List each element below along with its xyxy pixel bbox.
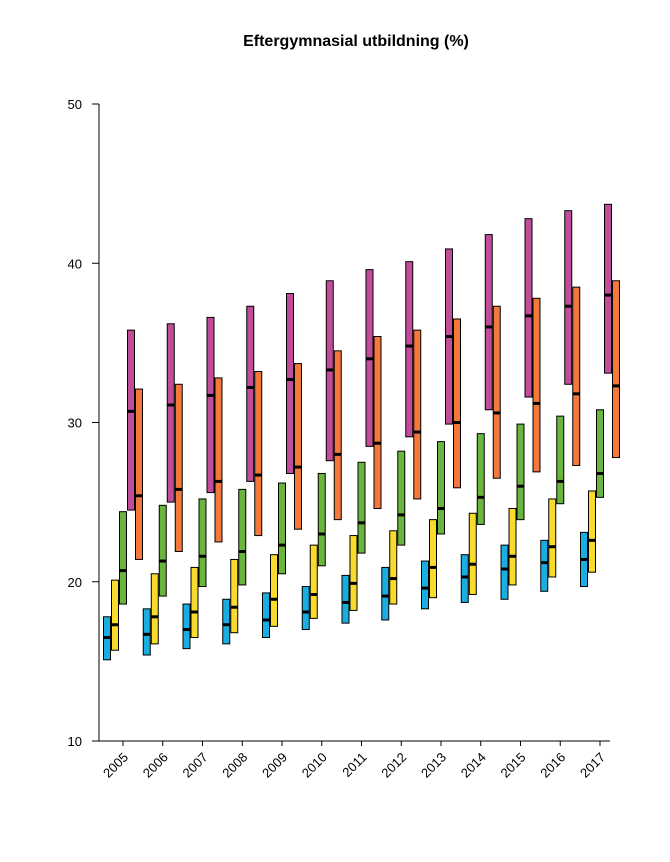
range-bar (421, 560, 429, 610)
range-bar (119, 511, 127, 605)
range-bar (333, 350, 342, 521)
range-bar (214, 377, 223, 543)
range-bar (373, 336, 382, 509)
range-bar (516, 423, 525, 521)
range-bar (413, 329, 422, 500)
range-bar (142, 608, 151, 656)
range-bar (604, 203, 612, 374)
range-bar (468, 512, 477, 595)
range-bar (596, 409, 604, 498)
y-tick-label: 30 (68, 416, 82, 431)
range-bar (286, 293, 294, 474)
y-tick-label: 10 (68, 734, 82, 749)
range-bar (135, 388, 143, 560)
x-tick-label: 2010 (299, 750, 330, 781)
range-bar (238, 488, 247, 586)
range-bar (476, 433, 485, 525)
range-bar (437, 441, 445, 535)
y-tick-label: 40 (68, 256, 82, 271)
range-bar (532, 297, 541, 473)
x-tick-label: 2011 (339, 750, 369, 780)
range-bar (150, 573, 159, 645)
range-bar (309, 544, 318, 619)
range-bar (206, 316, 215, 494)
range-bar (588, 490, 596, 573)
x-tick-label: 2014 (458, 750, 489, 781)
range-bar (524, 218, 533, 398)
y-tick-label: 50 (68, 97, 82, 112)
range-bar (262, 592, 270, 638)
x-ticks: 2005 2006 2007 2008 2009 2010 2011 2012 2013 2014… (100, 741, 608, 781)
range-bar (294, 363, 302, 530)
range-bar (254, 371, 263, 537)
range-bar (564, 210, 573, 385)
range-bar (453, 318, 461, 489)
range-bar (357, 461, 366, 554)
x-tick-label: 2015 (498, 750, 529, 781)
range-bar (111, 579, 119, 651)
range-bar (349, 535, 358, 611)
range-bar (198, 498, 207, 588)
x-tick-label: 2007 (180, 750, 211, 781)
x-tick-label: 2008 (219, 750, 250, 781)
range-bar (484, 234, 493, 411)
x-tick-label: 2012 (378, 750, 409, 781)
range-bar (230, 558, 239, 634)
x-tick-label: 2013 (418, 750, 449, 781)
range-bar (278, 482, 286, 575)
range-bar (317, 472, 326, 567)
range-bar (158, 504, 167, 597)
range-bar (460, 554, 469, 603)
range-bar (341, 574, 350, 624)
x-tick-label: 2005 (100, 750, 131, 781)
range-bar (508, 507, 517, 586)
range-bar (429, 519, 437, 599)
range-bar (548, 498, 557, 578)
range-bar (397, 450, 406, 546)
range-bar (389, 530, 398, 605)
range-bar (246, 305, 255, 482)
x-tick-label: 2009 (259, 750, 290, 781)
x-tick-label: 2016 (537, 750, 568, 781)
range-bar (270, 554, 278, 627)
range-bar (190, 566, 199, 638)
range-bar (500, 544, 509, 600)
range-bar (405, 261, 414, 438)
range-bar (492, 305, 501, 479)
range-bar (301, 586, 310, 631)
range-bar (127, 329, 135, 511)
x-tick-label: 2006 (140, 750, 171, 781)
range-bar (166, 323, 175, 503)
range-bar (381, 566, 390, 621)
range-bar (174, 383, 183, 552)
x-tick-label: 2017 (577, 750, 608, 781)
range-bar (572, 286, 581, 466)
range-bar (612, 280, 620, 459)
plot-area (103, 203, 620, 661)
y-ticks: 10 20 30 40 50 (68, 97, 99, 749)
range-bar (222, 598, 231, 645)
chart-title: Eftergymnasial utbildning (%) (243, 33, 469, 50)
range-bar (540, 539, 549, 592)
range-bar (182, 603, 191, 650)
y-tick-label: 20 (68, 575, 82, 590)
range-bar (556, 415, 565, 505)
